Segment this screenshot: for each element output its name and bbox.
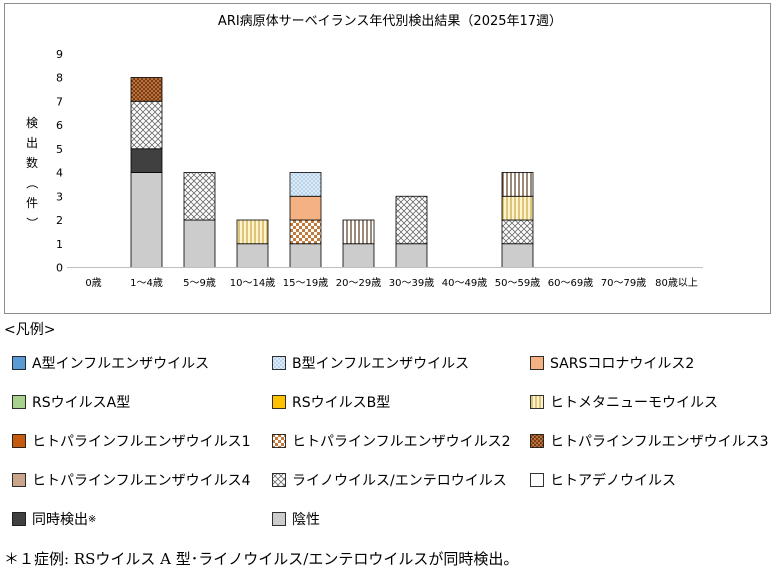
legend-item: ヒトパラインフルエンザウイルス1: [12, 431, 251, 451]
x-tick-label: 1～4歳: [130, 277, 163, 289]
legend-item: ヒトパラインフルエンザウイルス3: [530, 431, 769, 451]
legend-heading: <凡例>: [4, 322, 56, 338]
y-axis-label-char: 検: [26, 116, 38, 130]
legend-item: 陰性: [272, 509, 320, 529]
legend-swatch: [272, 512, 286, 526]
stacked-bar-chart: ARI病原体サーベイランス年代別検出結果（2025年17週） 検出数 （ 件 ） 0 1…: [25, 14, 703, 289]
bar-segment: [289, 243, 322, 268]
y-tick-label: 2: [56, 214, 63, 227]
x-tick-label: 80歳以上: [655, 277, 698, 289]
y-axis-label-char: 数: [26, 155, 38, 170]
legend-label: 陰性: [292, 512, 320, 528]
bar-segment: [501, 243, 534, 268]
legend-swatch: [530, 473, 544, 487]
y-tick-label: 1: [56, 238, 63, 251]
footnote: ＊１症例: RSウイルス A 型･ライノウイルス/エンテロウイルスが同時検出。: [4, 550, 519, 568]
legend-item: ヒトメタニューモウイルス: [530, 392, 718, 412]
bar-segment: [183, 219, 216, 268]
bar-segment: [501, 219, 534, 245]
legend-item: B型インフルエンザウイルス: [272, 353, 469, 373]
bar-segment: [289, 219, 322, 245]
legend-swatch: [530, 434, 544, 448]
legend-label: A型インフルエンザウイルス: [32, 356, 210, 372]
y-axis-label-char: （: [25, 177, 39, 189]
y-tick-label: 0: [56, 262, 63, 275]
x-tick-label: 60～69歳: [548, 277, 593, 289]
y-axis-label: 検出数 （ 件 ）: [25, 116, 39, 229]
y-tick-label: 8: [56, 72, 63, 85]
chart-title: ARI病原体サーベイランス年代別検出結果（2025年17週）: [218, 14, 562, 29]
y-axis-label-char: 出: [26, 136, 38, 150]
legend-swatch: [12, 473, 26, 487]
legend-label: ヒトパラインフルエンザウイルス4: [32, 473, 251, 489]
legend-item: ヒトパラインフルエンザウイルス4: [12, 470, 251, 490]
bar-segment: [236, 219, 269, 245]
legend-label: ヒトパラインフルエンザウイルス1: [32, 434, 251, 450]
bar-segment: [289, 172, 322, 197]
legend-item: ライノウイルス/エンテロウイルス: [272, 470, 507, 490]
bar-segment: [289, 195, 322, 221]
legend-label: B型インフルエンザウイルス: [292, 356, 470, 372]
bar-segment: [130, 77, 163, 102]
bar-segment: [183, 172, 216, 221]
bar-segment: [501, 195, 534, 221]
legend-swatch: [530, 356, 544, 370]
bar-segment: [395, 195, 428, 245]
y-tick-label: 5: [56, 143, 63, 156]
x-tick-label: 40～49歳: [442, 277, 487, 289]
legend-swatch: [272, 434, 286, 448]
legend-label: ヒトパラインフルエンザウイルス2: [292, 434, 511, 450]
legend-label: ヒトアデノウイルス: [550, 473, 676, 489]
bar-segment: [236, 243, 269, 268]
legend-swatch: [12, 512, 26, 526]
legend-swatch: [272, 356, 286, 370]
x-tick-label: 50～59歳: [495, 277, 540, 289]
legend-item: RSウイルスB型: [272, 392, 390, 412]
y-tick-label: 3: [56, 190, 63, 203]
legend-label: SARSコロナウイルス2: [550, 356, 695, 372]
legend-label: RSウイルスB型: [292, 395, 391, 411]
legend-swatch: [12, 434, 26, 448]
legend-swatch: [272, 473, 286, 487]
x-tick-label: 20～29歳: [336, 277, 381, 289]
legend-item: RSウイルスA型: [12, 392, 130, 412]
legend-item: SARSコロナウイルス2: [530, 353, 694, 373]
x-tick-label: 70～79歳: [601, 277, 646, 289]
legend-label: ヒトメタニューモウイルス: [550, 395, 718, 411]
legend-item: 同時検出 ※: [12, 509, 96, 529]
x-tick-label: 0歳: [85, 277, 101, 289]
legend-swatch: [12, 395, 26, 409]
y-tick-label: 6: [56, 119, 63, 132]
bar-segment: [342, 243, 375, 268]
legend-swatch: [530, 395, 544, 409]
legend-label: RSウイルスA型: [32, 395, 131, 411]
legend-swatch: [272, 395, 286, 409]
legend-label: ヒトパラインフルエンザウイルス3: [550, 434, 769, 450]
x-tick-label: 5～9歳: [183, 277, 216, 289]
x-tick-label: 10～14歳: [230, 277, 275, 289]
y-tick-label: 7: [56, 95, 63, 108]
y-tick-label: 9: [56, 48, 63, 61]
bar-segment: [130, 100, 163, 150]
y-axis-label-char: ）: [25, 217, 39, 229]
bar-segment: [395, 243, 428, 268]
bar-segment: [130, 172, 163, 268]
legend-swatch: [12, 356, 26, 370]
legend-item: ヒトパラインフルエンザウイルス2: [272, 431, 511, 451]
legend-item: A型インフルエンザウイルス: [12, 353, 209, 373]
y-tick-label: 4: [56, 167, 63, 180]
x-tick-label: 15～19歳: [283, 277, 328, 289]
legend-label: 同時検出: [32, 512, 88, 528]
chart-area: ARI病原体サーベイランス年代別検出結果（2025年17週） 検出数 （ 件 ） 0 1…: [4, 3, 771, 314]
x-tick-label: 30～39歳: [389, 277, 434, 289]
y-axis-label-char: 件: [26, 196, 38, 210]
bar-segment: [130, 148, 163, 173]
bar-segment: [342, 219, 375, 245]
legend-label: ライノウイルス/エンテロウイルス: [292, 473, 507, 489]
legend-item: ヒトアデノウイルス: [530, 470, 676, 490]
bar-segment: [501, 172, 534, 197]
legend-note-mark: ※: [88, 513, 97, 525]
